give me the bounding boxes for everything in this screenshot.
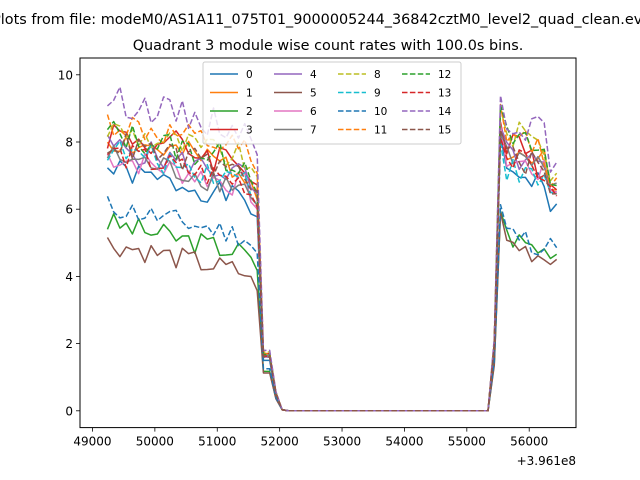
legend-label-7: 7 [310,125,317,137]
legend-label-2: 2 [246,106,253,118]
x-tick-label: 50000 [136,435,174,449]
legend-label-13: 13 [438,88,451,100]
legend-label-5: 5 [310,88,317,100]
x-tick-label: 56000 [510,435,548,449]
plot-frame [79,57,577,429]
x-offset-label: +3.961e8 [517,454,576,468]
legend-label-1: 1 [246,88,253,100]
x-tick-label: 53000 [323,435,361,449]
y-tick-label: 0 [65,404,73,418]
legend-label-15: 15 [438,125,451,137]
x-tick-label: 55000 [448,435,486,449]
y-tick-label: 4 [65,270,73,284]
legend-label-12: 12 [438,69,451,81]
x-tick-label: 51000 [198,435,236,449]
legend-label-8: 8 [374,69,381,81]
legend-label-11: 11 [374,125,387,137]
x-tick-label: 52000 [261,435,299,449]
x-axis: 49000 50000 51000 52000 53000 54000 55000 56000 [73,427,548,449]
x-tick-label: 49000 [73,435,111,449]
legend-box [202,61,462,145]
chart-title: Quadrant 3 module wise count rates with … [133,38,524,54]
legend-label-10: 10 [374,106,387,118]
x-tick-label: 54000 [385,435,423,449]
legend-label-0: 0 [246,69,253,81]
y-tick-label: 8 [65,136,73,150]
legend-label-14: 14 [438,106,452,118]
legend-label-3: 3 [246,125,253,137]
y-tick-label: 6 [65,203,73,217]
legend-label-6: 6 [310,106,317,118]
figure-suptitle: Plots from file: modeM0/AS1A11_075T01_90… [0,12,640,28]
y-axis: 0 2 4 6 8 10 [58,68,80,418]
legend-label-9: 9 [374,88,381,100]
legend-label-4: 4 [310,69,317,81]
y-tick-label: 2 [65,337,73,351]
series-line-15 [107,129,557,412]
series-lines [106,86,558,412]
y-tick-label: 10 [58,68,73,82]
